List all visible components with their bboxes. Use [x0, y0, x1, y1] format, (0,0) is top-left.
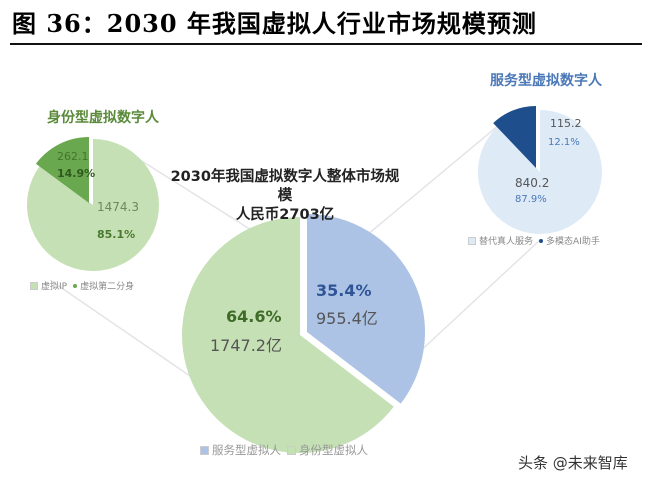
main-pie-legend: 服务型虚拟人 身份型虚拟人 — [200, 442, 368, 458]
connector-right-top — [354, 119, 506, 246]
legend-swatch-human-service — [468, 236, 476, 245]
total-market-line2: 人民币2703亿 — [235, 207, 335, 223]
legend-label-human-service: 替代真人服务 — [479, 237, 534, 247]
main-pie — [182, 214, 426, 454]
left-pie — [26, 136, 159, 271]
left-avatar-value: 262.1 — [57, 150, 89, 163]
right-pie-slice-ai-assistant — [493, 105, 536, 168]
title-divider — [10, 43, 642, 45]
main-identity-value: 1747.2亿 — [210, 336, 282, 355]
main-pie-slice-service — [307, 214, 426, 404]
figure-title: 图 36：2030 年我国虚拟人行业市场规模预测 — [12, 9, 537, 38]
main-service-percent: 35.4% — [316, 281, 372, 300]
legend-swatch-service — [200, 445, 209, 455]
legend-label-service: 服务型虚拟人 — [212, 443, 281, 457]
connector-left-top — [117, 145, 276, 246]
watermark: 头条 @未来智库 — [518, 454, 628, 472]
legend-swatch-virtual-avatar — [73, 283, 78, 288]
right-pie-slice-human-service — [477, 110, 602, 234]
legend-label-virtual-ip: 虚拟IP — [41, 282, 68, 292]
right-pie-title: 服务型虚拟数字人 — [490, 73, 602, 89]
legend-label-virtual-avatar: 虚拟第二分身 — [80, 282, 135, 292]
right-ai-percent: 12.1% — [548, 137, 580, 148]
legend-swatch-virtual-ip — [30, 281, 38, 290]
legend-swatch-ai-assistant — [539, 238, 544, 243]
left-avatar-percent: 14.9% — [57, 167, 96, 180]
main-identity-percent: 64.6% — [226, 307, 282, 326]
left-ip-value: 1474.3 — [97, 200, 139, 214]
main-pie-slice-identity — [182, 217, 394, 454]
left-pie-title: 身份型虚拟数字人 — [47, 110, 159, 126]
right-pie — [477, 105, 602, 234]
legend-swatch-identity — [287, 445, 296, 455]
right-human-value: 840.2 — [515, 176, 550, 190]
right-pie-legend: 替代真人服务 多模态AI助手 — [468, 234, 600, 247]
left-pie-slice-ip — [26, 139, 159, 271]
total-market-line1: 2030年我国虚拟数字人整体市场规模 — [170, 169, 400, 204]
right-human-percent: 87.9% — [515, 194, 547, 205]
right-ai-value: 115.2 — [550, 117, 582, 130]
left-pie-slice-avatar — [35, 136, 89, 203]
legend-label-ai-assistant: 多模态AI助手 — [546, 237, 600, 247]
legend-label-identity: 身份型虚拟人 — [299, 443, 368, 457]
left-pie-legend: 虚拟IP 虚拟第二分身 — [30, 279, 134, 292]
total-market-label: 2030年我国虚拟数字人整体市场规模 人民币2703亿 — [165, 168, 405, 225]
left-ip-percent: 85.1% — [97, 228, 136, 241]
main-service-value: 955.4亿 — [316, 309, 378, 328]
